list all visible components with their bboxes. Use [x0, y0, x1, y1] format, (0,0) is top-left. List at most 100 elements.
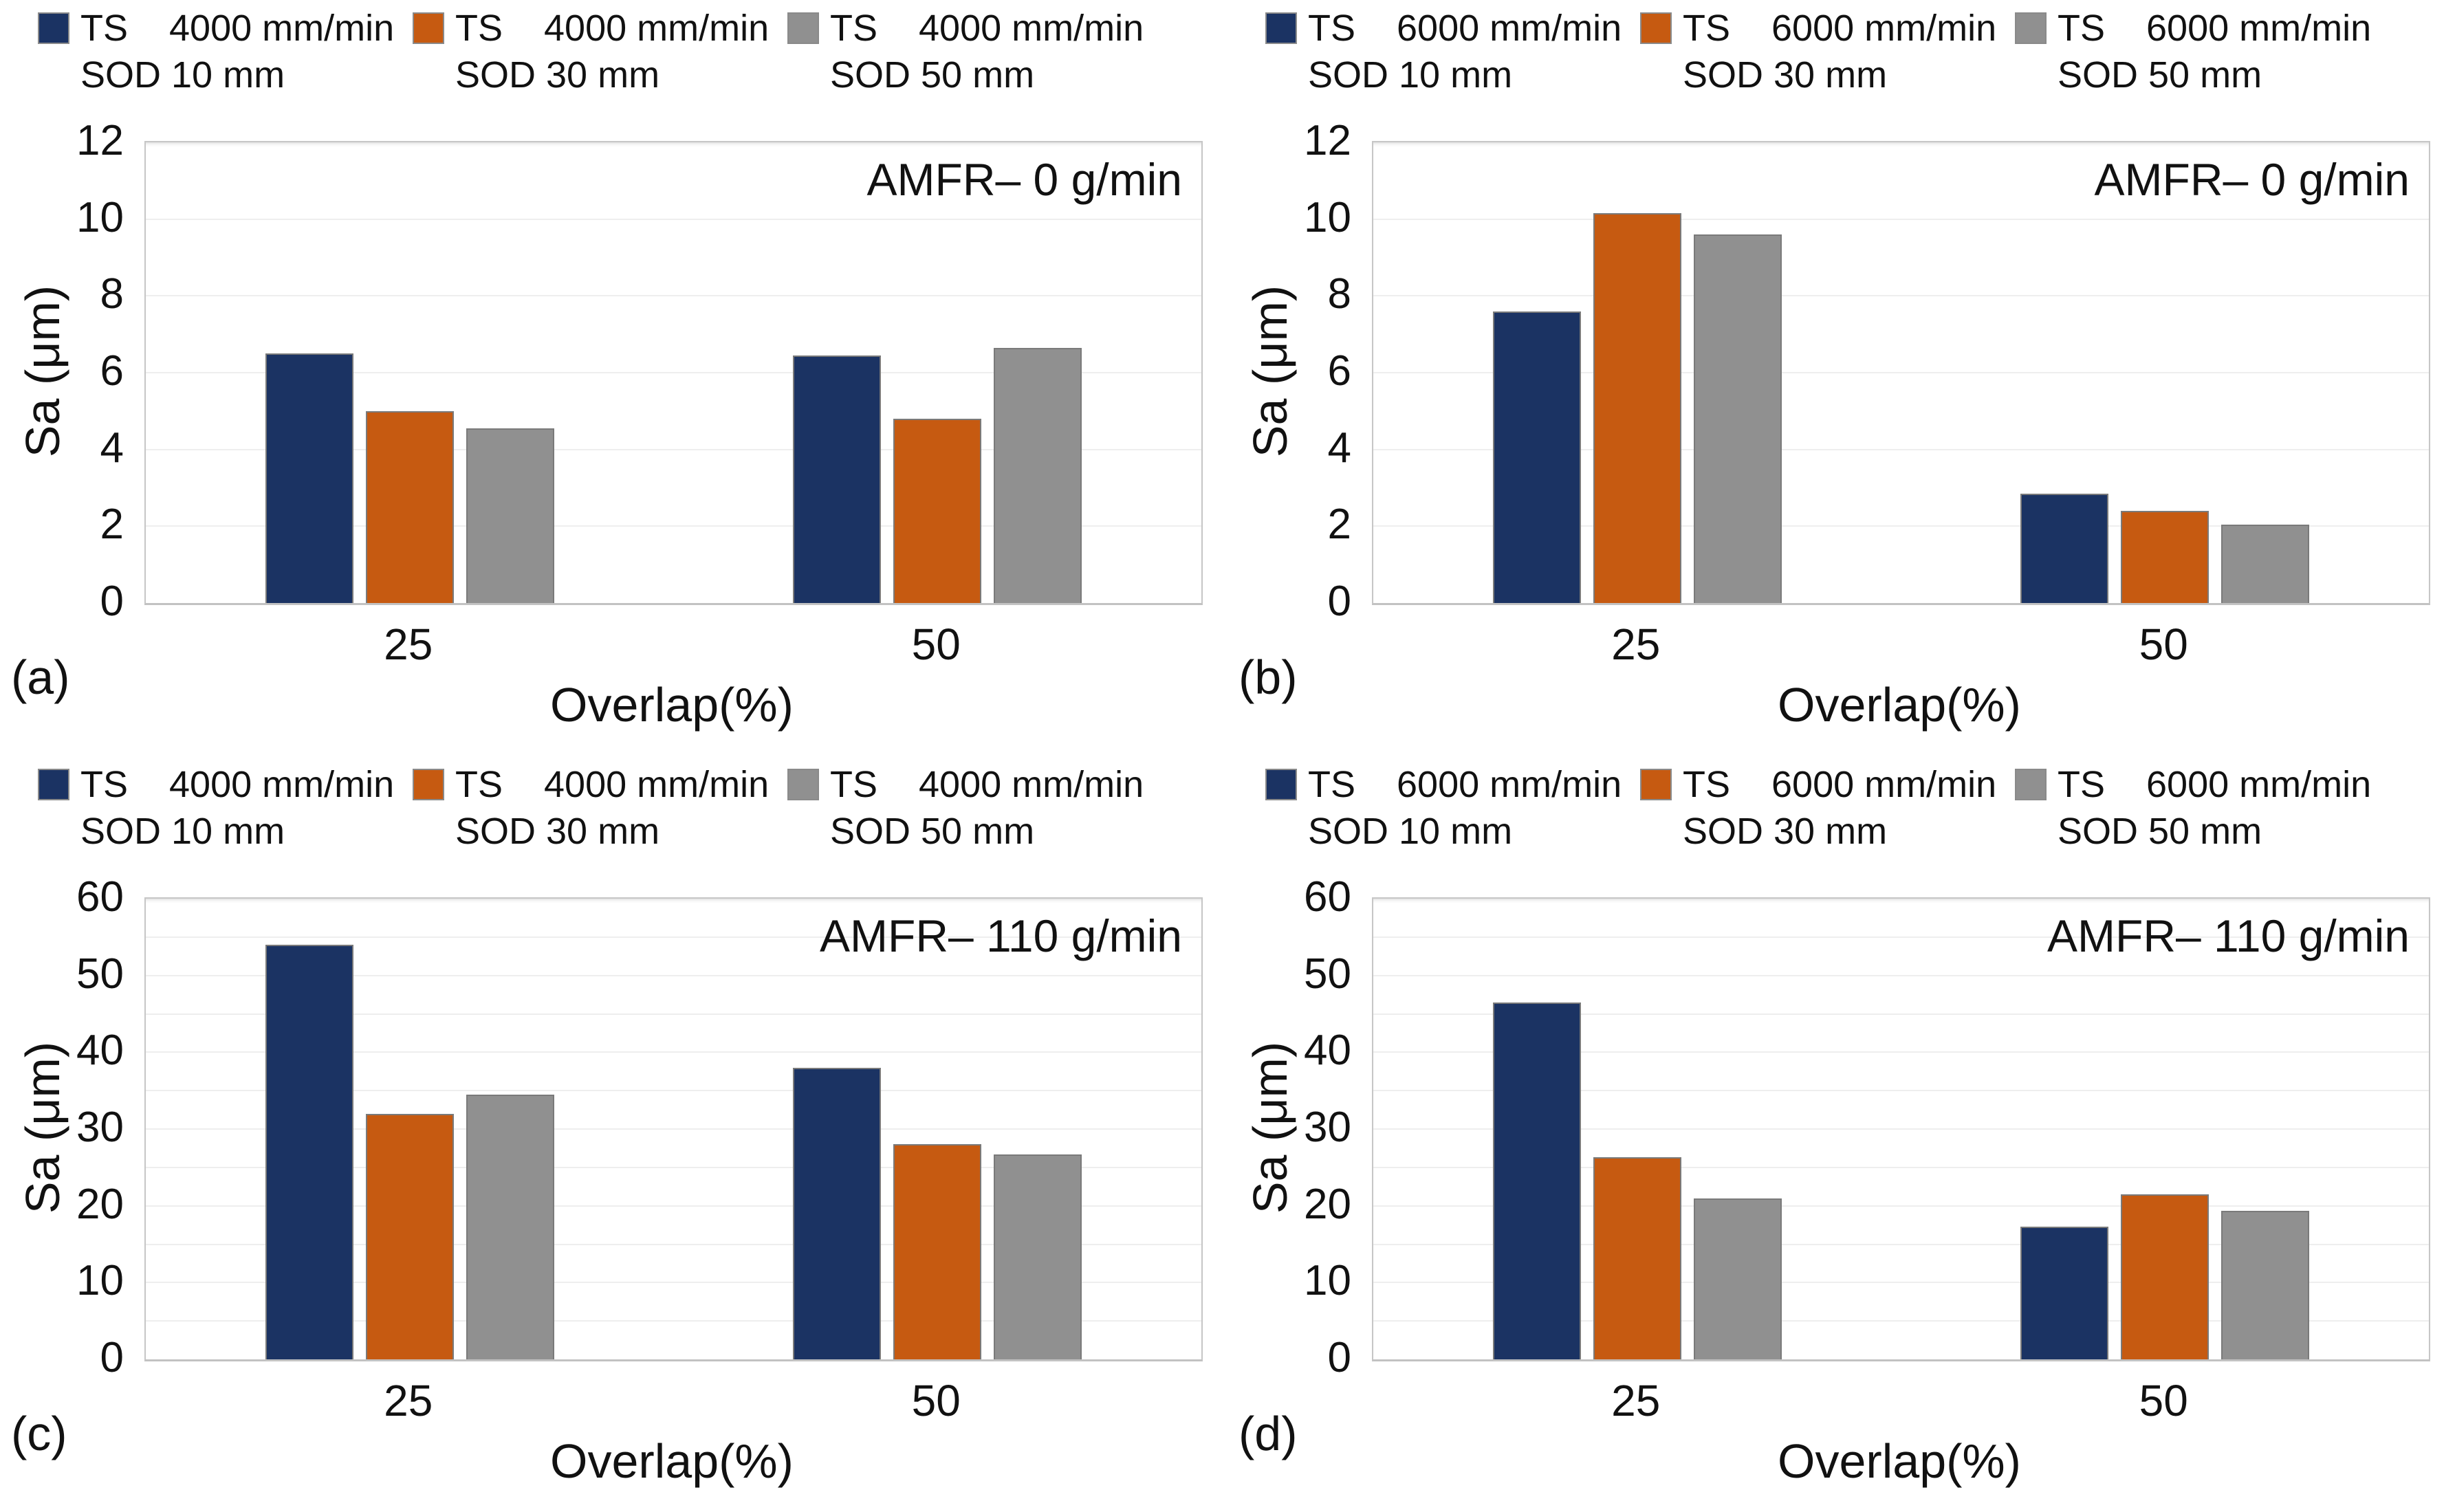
panel-corner-label: (b) [1239, 650, 1298, 704]
legend: TS 4000 mm/min SOD 10 mm TS 4000 mm/min SOD 3… [0, 763, 1228, 873]
y-tick-label: 4 [100, 424, 124, 472]
y-tick-labels: 0 10 20 30 40 50 60 [0, 876, 128, 1379]
legend-line-ts-speed: TS 4000 mm/min [455, 7, 769, 50]
legend-speed-text: 6000 mm/min [2146, 764, 2372, 805]
panel-title: AMFR– 0 g/min [2094, 154, 2410, 205]
bar-group-overlap-50 [2014, 1194, 2316, 1359]
bar-sod10-overlap-25 [265, 353, 353, 603]
legend-entry-sod-50-mm: TS 6000 mm/min SOD 50 mm [2015, 7, 2371, 96]
legend-sod-text: SOD 30 mm [1683, 811, 1888, 852]
legend-entry-sod-50-mm: TS 6000 mm/min SOD 50 mm [2015, 763, 2371, 853]
x-axis-title: Overlap(%) [550, 1434, 794, 1488]
legend-swatch-sod50-icon [2015, 769, 2047, 800]
y-tick-label: 2 [100, 501, 124, 549]
gridline [1373, 525, 2429, 527]
gridline [1373, 218, 2429, 220]
bar-sod50-overlap-25 [1693, 234, 1782, 603]
legend-line-ts-speed: TS 4000 mm/min [455, 763, 769, 806]
bar-group-overlap-50 [786, 1067, 1089, 1359]
gridline [1373, 372, 2429, 373]
legend-speed-text: 4000 mm/min [919, 8, 1144, 49]
x-tick-label-25: 25 [1611, 620, 1661, 669]
legend-line-ts-speed: TS 6000 mm/min [2058, 763, 2371, 806]
y-tick-label: 0 [100, 578, 124, 625]
bar-group-overlap-25 [259, 353, 561, 603]
bar-sod30-overlap-50 [2121, 1194, 2210, 1359]
bar-sod50-overlap-50 [2221, 524, 2310, 603]
legend-speed-text: 4000 mm/min [544, 8, 770, 49]
y-tick-label: 10 [76, 193, 124, 241]
legend: TS 4000 mm/min SOD 10 mm TS 4000 mm/min SOD 3… [0, 7, 1228, 117]
legend-entry-sod-30-mm: TS 6000 mm/min SOD 30 mm [1640, 7, 1996, 96]
bar-sod50-overlap-25 [466, 428, 554, 603]
bar-sod10-overlap-25 [265, 945, 353, 1359]
x-tick-label-25: 25 [384, 1376, 433, 1425]
legend-entry-sod-30-mm: TS 4000 mm/min SOD 30 mm [413, 7, 769, 96]
chart-panel-b: TS 6000 mm/min SOD 10 mm TS 6000 mm/min SOD 3… [1228, 0, 2455, 756]
plot-area: AMFR– 0 g/min [144, 141, 1203, 605]
gridline [1373, 974, 2429, 976]
bar-sod30-overlap-25 [365, 1113, 454, 1359]
legend: TS 6000 mm/min SOD 10 mm TS 6000 mm/min SOD 3… [1228, 7, 2455, 117]
legend-swatch-sod10-icon [1265, 769, 1297, 800]
panel-title: AMFR– 0 g/min [866, 154, 1182, 205]
gridline [1373, 1090, 2429, 1092]
legend-swatch-sod30-icon [1640, 12, 1672, 44]
bar-sod30-overlap-25 [1593, 1157, 1681, 1359]
gridline [1373, 448, 2429, 450]
legend-label: TS 4000 mm/min SOD 10 mm [80, 7, 394, 96]
legend-swatch-sod50-icon [2015, 12, 2047, 44]
legend-sod-text: SOD 30 mm [455, 811, 660, 852]
y-tick-label: 40 [1304, 1027, 1351, 1075]
legend-entry-sod-30-mm: TS 4000 mm/min SOD 30 mm [413, 763, 769, 853]
gridline [146, 1051, 1201, 1053]
plot-area: AMFR– 110 g/min [144, 897, 1203, 1361]
y-tick-labels: 0 2 4 6 8 10 12 [0, 120, 128, 623]
bar-sod10-overlap-50 [2020, 493, 2109, 603]
plot-area: AMFR– 110 g/min [1372, 897, 2430, 1361]
y-tick-label: 40 [76, 1027, 124, 1075]
legend-ts-text: TS [2058, 764, 2106, 805]
bar-sod50-overlap-50 [994, 347, 1082, 603]
bar-sod50-overlap-50 [994, 1154, 1082, 1359]
gridline [1373, 1320, 2429, 1322]
legend-ts-text: TS [1308, 764, 1356, 805]
legend-ts-text: TS [80, 764, 129, 805]
legend-speed-text: 4000 mm/min [544, 764, 770, 805]
bar-sod10-overlap-25 [1492, 1002, 1581, 1359]
gridline [146, 448, 1201, 450]
legend-sod-text: SOD 50 mm [830, 811, 1035, 852]
gridline [146, 1243, 1201, 1245]
legend-ts-text: TS [1683, 8, 1731, 49]
legend-sod-text: SOD 30 mm [1683, 54, 1888, 96]
bar-sod30-overlap-25 [1593, 213, 1681, 603]
legend-line-ts-speed: TS 6000 mm/min [2058, 7, 2371, 50]
legend-speed-text: 6000 mm/min [1771, 764, 1997, 805]
y-tick-label: 8 [100, 270, 124, 318]
legend-speed-text: 6000 mm/min [1397, 764, 1622, 805]
legend-speed-text: 6000 mm/min [2146, 8, 2372, 49]
legend-label: TS 4000 mm/min SOD 50 mm [830, 763, 1144, 853]
bar-group-overlap-50 [2014, 493, 2316, 603]
x-axis-title: Overlap(%) [550, 678, 794, 732]
legend-entry-sod-10-mm: TS 6000 mm/min SOD 10 mm [1265, 763, 1622, 853]
bar-group-overlap-25 [259, 945, 561, 1359]
y-tick-label: 10 [1304, 193, 1351, 241]
legend-ts-text: TS [830, 8, 878, 49]
legend-label: TS 6000 mm/min SOD 10 mm [1308, 7, 1622, 96]
legend-label: TS 6000 mm/min SOD 10 mm [1308, 763, 1622, 853]
y-tick-label: 50 [76, 950, 124, 998]
legend-ts-text: TS [1308, 8, 1356, 49]
gridline [1373, 936, 2429, 938]
gridline [146, 1320, 1201, 1322]
legend-entry-sod-50-mm: TS 4000 mm/min SOD 50 mm [787, 7, 1144, 96]
x-axis-title: Overlap(%) [1778, 1434, 2021, 1488]
bar-sod10-overlap-50 [793, 1067, 882, 1359]
legend-label: TS 4000 mm/min SOD 30 mm [455, 7, 769, 96]
legend-line-ts-speed: TS 4000 mm/min [830, 7, 1144, 50]
y-tick-label: 4 [1327, 424, 1351, 472]
gridline [146, 372, 1201, 373]
legend-sod-text: SOD 50 mm [830, 54, 1035, 96]
legend-sod-text: SOD 30 mm [455, 54, 660, 96]
